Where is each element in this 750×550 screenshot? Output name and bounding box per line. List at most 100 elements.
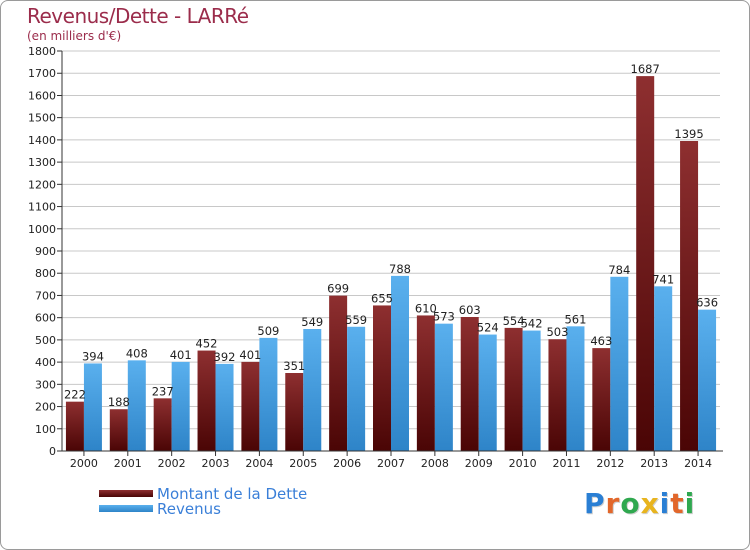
bar-dette-label: 452 [196, 337, 218, 351]
bar-revenus-label: 408 [126, 346, 148, 360]
bar-dette [329, 295, 348, 451]
y-tick-label: 0 [49, 445, 56, 458]
x-tick-label: 2012 [596, 457, 624, 470]
legend-swatch-dette [99, 490, 153, 497]
axes: 0 100 200 300 400 500 600 700 800 900 1000 1100 1200… [28, 45, 723, 470]
y-tick-label: 600 [35, 312, 56, 325]
x-tick-label: 2000 [70, 457, 98, 470]
y-tick-label: 700 [35, 289, 56, 302]
bar-revenus-label: 573 [433, 310, 455, 324]
bar-dette-label: 655 [371, 291, 393, 305]
bar-dette [460, 317, 479, 451]
x-tick-label: 2005 [289, 457, 317, 470]
bar-dette [680, 141, 699, 451]
bar-dette [373, 305, 391, 451]
y-tick-label: 400 [35, 356, 56, 369]
bar-revenus [698, 309, 717, 451]
bar-dette [109, 409, 128, 451]
logo-letter: P [584, 487, 606, 520]
bar-dette [636, 76, 655, 451]
bar-revenus [654, 286, 673, 451]
bar-dette-label: 351 [283, 359, 305, 373]
y-tick-label: 1200 [28, 178, 56, 191]
bar-revenus [127, 360, 146, 451]
bar-revenus-label: 561 [564, 312, 586, 326]
y-tick-label: 300 [35, 378, 56, 391]
y-tick-label: 900 [35, 245, 56, 258]
bar-revenus [259, 337, 278, 451]
y-tick-label: 800 [35, 267, 56, 280]
bar-revenus [303, 329, 322, 451]
bar-dette-label: 554 [503, 314, 525, 328]
bar-dette [548, 339, 567, 451]
bar-dette [285, 373, 304, 451]
logo-letter: i [659, 487, 671, 520]
logo-letter: x [640, 487, 660, 520]
y-tick-label: 1500 [28, 112, 56, 125]
y-tick-label: 1600 [28, 89, 56, 102]
bar-revenus-label: 636 [696, 296, 718, 310]
x-tick-label: 2004 [245, 457, 273, 470]
bar-dette-label: 463 [590, 334, 612, 348]
y-tick-label: 1300 [28, 156, 56, 169]
bar-dette [592, 348, 611, 451]
bar-revenus-label: 784 [608, 263, 630, 277]
bar-revenus-label: 549 [301, 315, 323, 329]
x-tick-label: 2009 [465, 457, 493, 470]
bar-dette-label: 610 [415, 301, 437, 315]
logo-letter: i [684, 487, 696, 520]
bar-dette-label: 1687 [631, 62, 660, 76]
proxiti-logo: Proxiti [584, 487, 695, 520]
legend-label-revenus: Revenus [157, 500, 221, 518]
x-tick-label: 2010 [509, 457, 537, 470]
x-tick-label: 2011 [552, 457, 580, 470]
bar-dette-label: 401 [239, 348, 261, 362]
y-tick-label: 1000 [28, 223, 56, 236]
bar-revenus-label: 559 [345, 313, 367, 327]
x-tick-label: 2008 [421, 457, 449, 470]
bar-revenus [215, 363, 234, 451]
bar-dette [416, 315, 435, 451]
bar-revenus [83, 363, 102, 451]
bar-dette [153, 398, 172, 451]
bar-revenus-label: 788 [389, 262, 411, 276]
logo-letter: r [605, 487, 621, 520]
x-tick-label: 2007 [377, 457, 405, 470]
legend-swatch-revenus [99, 505, 153, 512]
bar-dette [65, 401, 84, 451]
bar-revenus [434, 323, 453, 451]
x-tick-label: 2013 [640, 457, 668, 470]
y-tick-label: 1800 [28, 45, 56, 58]
y-tick-label: 200 [35, 401, 56, 414]
bar-revenus-label: 524 [477, 321, 499, 335]
y-tick-label: 500 [35, 334, 56, 347]
bar-dette-label: 603 [459, 303, 481, 317]
x-tick-label: 2002 [158, 457, 186, 470]
x-tick-label: 2001 [114, 457, 142, 470]
bar-revenus-label: 542 [521, 317, 543, 331]
bar-revenus [391, 275, 409, 451]
bar-revenus [347, 326, 366, 451]
bar-revenus-label: 392 [214, 350, 236, 364]
bar-revenus-label: 401 [170, 348, 192, 362]
bar-dette-label: 1395 [674, 127, 703, 141]
bar-revenus-label: 741 [652, 272, 674, 286]
bars [65, 76, 717, 451]
chart-title: Revenus/Dette - LARRé [27, 4, 249, 28]
chart-subtitle: (en milliers d'€) [27, 29, 122, 43]
bar-dette-label: 699 [327, 282, 349, 296]
bar-revenus-label: 394 [82, 349, 104, 363]
bar-dette-label: 237 [152, 384, 174, 398]
x-tick-label: 2003 [202, 457, 230, 470]
bar-dette-label: 188 [108, 395, 130, 409]
bar-revenus [522, 330, 541, 451]
bar-revenus [478, 334, 497, 451]
bar-dette [241, 361, 260, 451]
logo-letter: o [620, 487, 641, 520]
y-tick-label: 100 [35, 423, 56, 436]
bar-revenus [566, 326, 585, 451]
logo-letter: t [670, 487, 685, 520]
